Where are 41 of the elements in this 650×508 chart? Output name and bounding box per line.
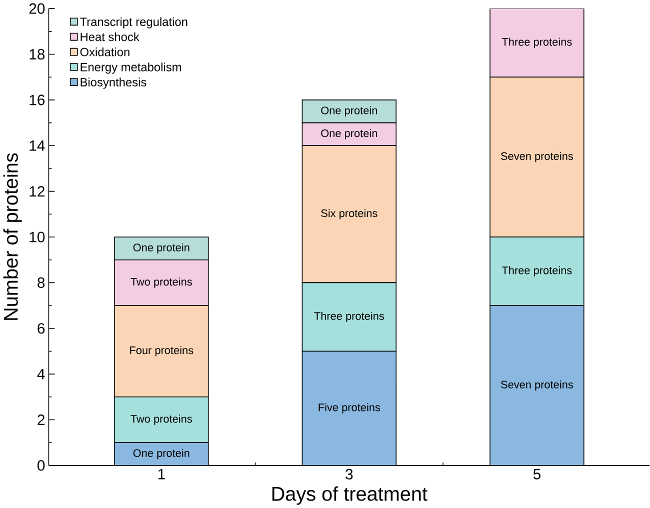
bar <box>114 442 208 466</box>
data-label: Seven proteins <box>501 152 573 162</box>
data-label: One protein <box>133 243 190 254</box>
data-label: Two proteins <box>130 278 192 288</box>
data-label: Six proteins <box>321 209 378 220</box>
data-label: Three proteins <box>502 38 572 48</box>
y-tick-label: 14 <box>30 140 45 151</box>
y-tick-label: 8 <box>38 277 45 288</box>
x-tick-label: 3 <box>346 468 353 480</box>
data-label: Seven proteins <box>501 380 573 391</box>
legend-label: Heat shock <box>80 32 140 42</box>
data-label: Five proteins <box>318 403 380 414</box>
data-label: Two proteins <box>130 414 192 425</box>
legend-label: Energy metabolism <box>80 62 181 74</box>
data-label: Four proteins <box>130 346 194 356</box>
data-label: One protein <box>321 129 377 140</box>
y-tick-label: 20 <box>29 3 45 14</box>
bar <box>114 259 209 306</box>
legend-label: Transcript regulation <box>80 17 188 28</box>
y-tick-label: 0 <box>38 460 45 471</box>
y-tick-label: 2 <box>38 414 44 425</box>
y-tick-label: 16 <box>30 94 45 106</box>
bar <box>490 305 584 466</box>
y-axis-title: Number of proteins <box>3 153 22 320</box>
data-label: Three proteins <box>314 312 384 322</box>
y-tick-label: 10 <box>30 232 45 242</box>
legend-label: Oxidation <box>80 47 130 56</box>
bar <box>302 99 397 124</box>
x-tick-label: 5 <box>533 468 540 480</box>
x-axis-title: Days of treatment <box>272 486 428 505</box>
y-tick-label: 4 <box>37 368 45 380</box>
bar <box>302 351 396 466</box>
y-tick-label: 12 <box>30 186 44 196</box>
data-label: Three proteins <box>502 266 572 276</box>
x-tick-label: 1 <box>158 468 165 480</box>
bar <box>490 8 584 78</box>
y-tick-label: 6 <box>38 323 45 334</box>
y-tick-label: 18 <box>30 48 45 60</box>
legend-label: Biosynthesis <box>80 78 146 89</box>
data-label: One protein <box>321 106 377 116</box>
data-label: One protein <box>133 448 190 460</box>
